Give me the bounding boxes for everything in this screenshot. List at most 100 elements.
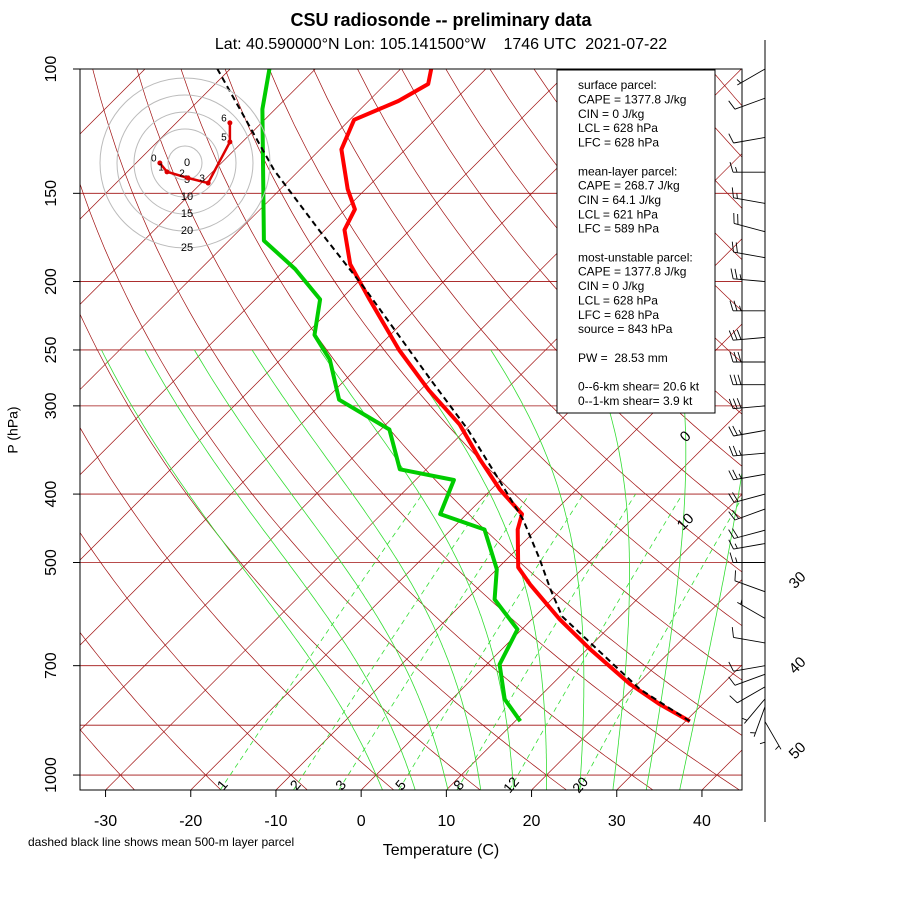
wind-barb-shape [728,469,766,481]
wind-barb [733,212,766,233]
wind-barb [742,698,766,724]
y-tick-label: 200 [43,268,60,295]
info-line: 0--1-km shear= 3.9 kt [578,394,693,408]
y-tick-label: 150 [43,180,60,207]
chart-subtitle: Lat: 40.590000°N Lon: 105.141500°W 1746 … [215,36,667,53]
plot-frame [79,68,743,791]
wind-barb-shape [764,721,782,750]
y-tick-label: 250 [43,337,60,364]
moist-adiabat [319,349,514,790]
moist-adiabat [399,349,547,790]
hodograph-ring [167,145,203,181]
hodograph-point [205,180,211,186]
isotherm [80,69,231,220]
wind-barb-shape [731,626,766,644]
hodograph-point [157,160,163,166]
wind-barb-shape [729,351,766,363]
hodograph-point-label: 1 [158,162,164,173]
wind-barb [728,445,766,457]
isotherm [80,69,316,305]
dry-adiabat [80,182,567,790]
dry-adiabat [80,313,481,790]
moist-adiabat [194,349,449,790]
info-line: CAPE = 1377.8 J/kg [578,93,686,107]
info-line: LCL = 621 hPa [578,207,658,221]
wind-barb-shape [730,268,766,282]
y-tick-label: 700 [43,652,60,679]
wind-barb-shape [729,162,766,173]
parcel-line [216,69,691,723]
isotherm [80,69,657,646]
info-line: CIN = 0 J/kg [578,279,644,293]
isotherm [616,664,742,790]
dry-adiabat [489,69,742,363]
info-line: 0--6-km shear= 20.6 kt [578,380,700,394]
x-tick-label: 40 [693,813,711,830]
wind-barb [728,97,766,110]
x-tick-label: -10 [264,813,287,830]
info-line: source = 843 hPa [578,322,673,336]
wind-barb-shape [728,528,766,539]
y-tick-label: 500 [43,549,60,576]
wind-barb [750,706,766,737]
wind-barb [728,398,766,410]
dry-adiabat [136,69,740,790]
wind-barb [729,351,766,363]
hodograph-ring [133,111,237,215]
wind-barb [728,508,766,521]
wind-barb [730,268,766,282]
wind-barb [737,599,766,619]
wind-barb [764,721,782,750]
y-tick-label: 300 [43,392,60,419]
isotherm [531,579,742,790]
wind-barb [728,528,766,539]
isotherm [80,69,572,561]
wind-barb-shape [728,673,766,686]
profile-line [339,69,691,723]
wind-barb [729,300,766,312]
wind-barb-shape [731,187,766,204]
wind-barb [731,241,766,259]
dry-adiabat [80,631,222,790]
info-line: LFC = 628 hPa [578,136,659,150]
footnote: dashed black line shows mean 500-m layer… [28,835,294,849]
wind-barb-shape [731,241,766,259]
y-tick-label: 400 [43,481,60,508]
hodograph-ring-label: 20 [181,225,193,237]
wind-barb-shape [728,492,766,503]
wind-barb [729,374,766,386]
profiles [216,69,691,723]
wind-barb-shape [728,133,766,144]
mixing-ratio-line [398,493,584,790]
mixing-ratio-line [456,493,636,790]
wind-barb [728,539,766,550]
hodograph-point-label: 5 [221,133,227,144]
dry-adiabat [180,69,742,736]
dry-adiabat [80,728,135,790]
wind-barb [731,187,766,204]
moist-adiabat [101,349,383,790]
wind-barb [759,714,766,747]
wind-barb [728,673,766,686]
moist-adiabat [251,349,482,790]
wind-barb [728,492,766,503]
wind-barb [731,626,766,644]
info-line: LFC = 628 hPa [578,308,659,322]
wind-barb-shape [728,661,766,672]
wind-barb [728,469,766,481]
dry-adiabat [80,531,308,790]
dry-adiabat [224,69,742,681]
info-line: LCL = 628 hPa [578,293,658,307]
hodograph-ring [116,94,254,232]
hodograph-point-label: 2 [179,169,185,180]
y-axis-label: P (hPa) [5,406,21,453]
dry-adiabat [80,426,395,790]
wind-barb-shape [728,508,766,521]
dry-adiabat [268,69,742,627]
hodograph-ring-label: 0 [184,157,190,169]
wind-barb-shape [750,706,766,737]
x-tick-label: 30 [608,813,626,830]
info-line: CAPE = 268.7 J/kg [578,179,680,193]
info-line: CIN = 0 J/kg [578,107,644,121]
